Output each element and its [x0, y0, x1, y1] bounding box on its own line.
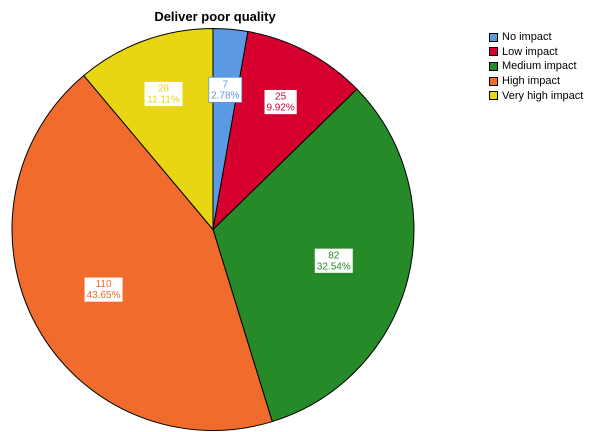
data-label-box	[208, 76, 243, 103]
legend-swatch	[489, 32, 498, 42]
chart-title: Deliver poor quality	[154, 9, 276, 24]
legend-label: Medium impact	[502, 60, 577, 73]
legend-item-high-impact: High impact	[489, 74, 583, 89]
legend-label: Low impact	[502, 45, 558, 58]
legend-item-no-impact: No impact	[489, 30, 583, 45]
pie-slice-high-impact	[11, 74, 273, 431]
legend-label: Very high impact	[502, 89, 584, 102]
legend-label: High impact	[502, 75, 561, 88]
legend: No impact Low impact Medium impact High …	[489, 30, 583, 103]
data-label-value: 82	[328, 250, 340, 261]
data-label-percent: 9.92%	[266, 103, 294, 114]
pie-slice-low-impact	[212, 30, 358, 231]
data-label-percent: 2.78%	[211, 90, 239, 101]
pie-slice-very-high-impact	[83, 27, 214, 231]
data-label-value: 25	[275, 92, 287, 103]
data-label-percent: 11.11%	[147, 95, 180, 106]
legend-item-very-high-impact: Very high impact	[489, 88, 583, 103]
data-label-value: 110	[96, 279, 112, 290]
data-label-percent: 32.54%	[317, 261, 351, 272]
data-label-percent: 43.65%	[87, 290, 121, 301]
legend-swatch	[489, 61, 498, 71]
data-label: 72.78%	[208, 76, 243, 103]
legend-item-medium-impact: Medium impact	[489, 59, 583, 74]
legend-item-low-impact: Low impact	[489, 45, 583, 60]
data-label-value: 28	[158, 84, 170, 95]
pie-slice-medium-impact	[212, 88, 415, 423]
legend-swatch	[489, 91, 498, 101]
legend-swatch	[489, 76, 498, 86]
data-label-box	[313, 247, 354, 274]
legend-label: No impact	[502, 31, 552, 44]
data-label-box	[143, 81, 184, 107]
legend-swatch	[489, 47, 498, 57]
data-label-value: 7	[222, 79, 228, 90]
data-label-box	[83, 276, 124, 303]
data-label: 259.92%	[263, 89, 298, 115]
data-label-box	[263, 89, 298, 115]
